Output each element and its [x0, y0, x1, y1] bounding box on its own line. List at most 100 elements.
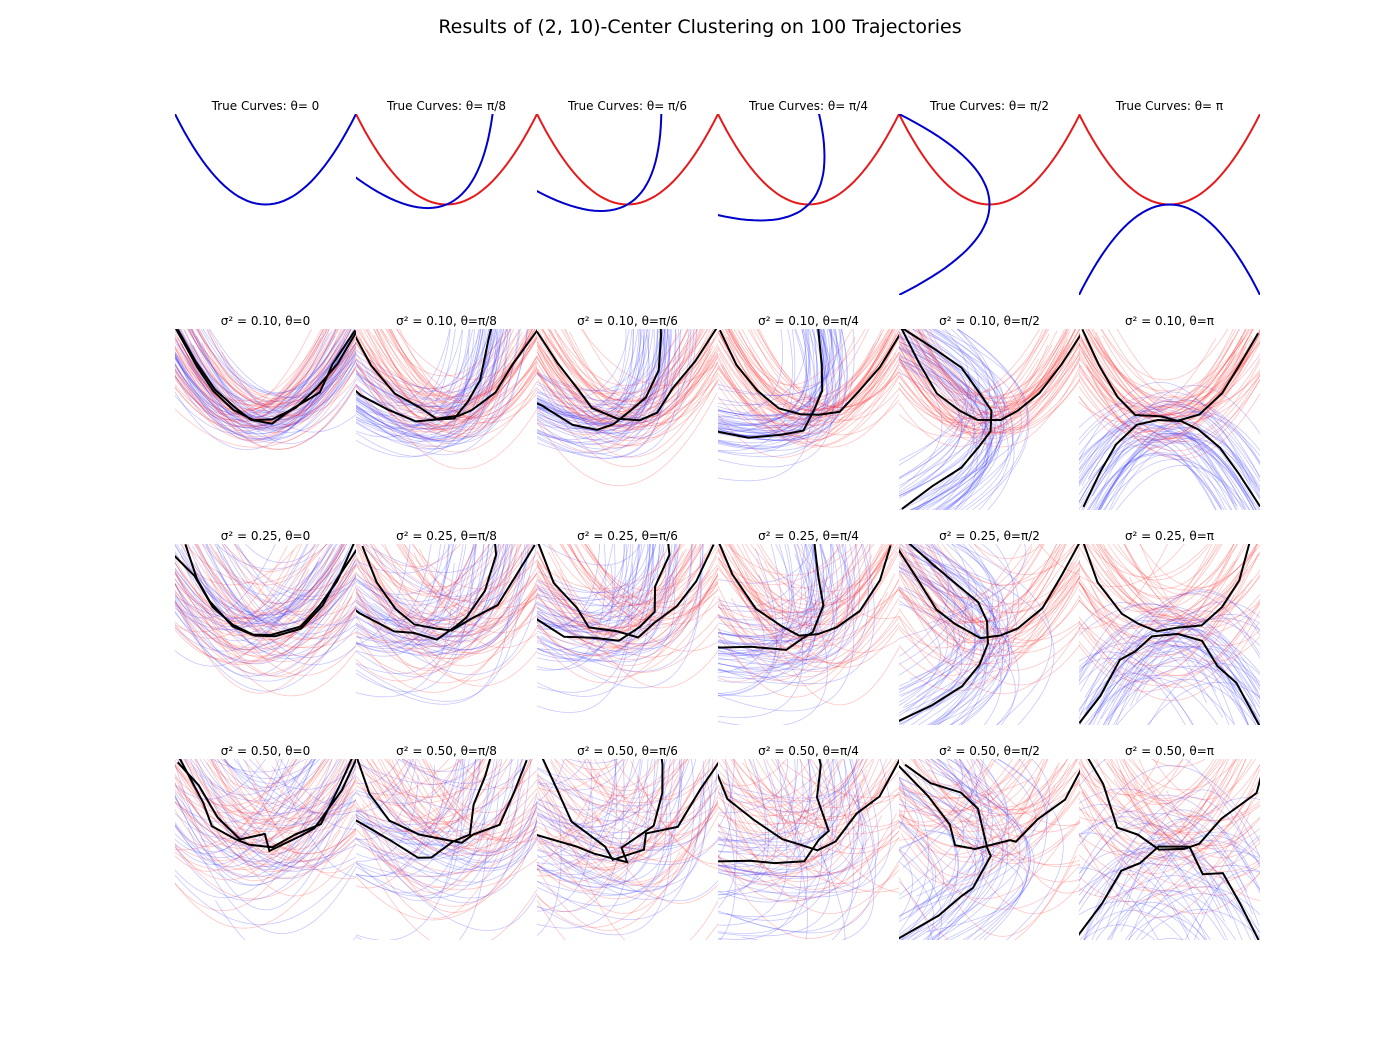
trajectory-red: [356, 759, 484, 833]
trajectory-blue: [899, 346, 990, 510]
trajectory-blue: [537, 335, 645, 454]
trajectory-red: [718, 780, 887, 866]
trajectory-red: [741, 329, 899, 412]
trajectory-blue: [1079, 603, 1237, 654]
trajectory-blue: [537, 759, 681, 895]
trajectory-red: [1081, 791, 1260, 860]
trajectory-blue: [356, 329, 502, 442]
trajectory-blue: [927, 769, 1031, 940]
trajectory-red: [727, 348, 899, 447]
trajectory-blue: [933, 329, 1002, 510]
trajectory-blue: [899, 544, 967, 694]
trajectory-blue: [537, 544, 657, 600]
trajectory-blue: [718, 789, 865, 878]
center-curve: [537, 544, 671, 642]
trajectory-red: [175, 338, 322, 421]
trajectory-blue: [175, 544, 343, 625]
trajectory-blue: [537, 544, 673, 642]
subplot-panel: [718, 759, 899, 940]
trajectory-blue: [175, 598, 337, 665]
trajectory-blue: [537, 544, 649, 633]
trajectory-blue: [899, 595, 963, 725]
trajectory-blue: [356, 329, 470, 428]
trajectory-blue: [190, 329, 356, 427]
trajectory-blue: [537, 794, 667, 907]
trajectory-blue: [1148, 865, 1260, 915]
panel-title: σ² = 0.25, θ=0: [220, 529, 311, 543]
trajectory-red: [736, 329, 899, 409]
trajectory-red: [559, 613, 718, 673]
trajectory-red: [388, 329, 537, 424]
trajectory-red: [899, 759, 1046, 878]
trajectory-red: [1095, 337, 1260, 425]
trajectory-blue: [356, 562, 455, 643]
trajectory-blue: [356, 607, 510, 705]
trajectory-blue: [1097, 427, 1260, 510]
trajectory-blue: [537, 544, 634, 660]
trajectory-red: [424, 759, 537, 842]
trajectory-red: [175, 404, 341, 448]
trajectory-blue: [537, 544, 627, 662]
trajectory-red: [728, 544, 891, 639]
trajectory-blue: [1090, 432, 1260, 510]
trajectory-red: [356, 341, 527, 426]
trajectory-blue: [1100, 646, 1260, 720]
trajectory-blue: [356, 329, 475, 443]
trajectory-blue: [356, 329, 490, 408]
center-curve: [1079, 632, 1260, 725]
trajectory-red: [544, 799, 718, 886]
trajectory-blue: [537, 329, 698, 439]
trajectory-red: [398, 610, 537, 687]
trajectory-red: [356, 764, 459, 889]
trajectory-blue: [356, 838, 489, 940]
trajectory-red: [764, 561, 899, 653]
trajectory-blue: [537, 759, 634, 825]
trajectory-blue: [537, 760, 704, 892]
trajectory-blue: [175, 329, 330, 433]
trajectory-blue: [718, 329, 810, 426]
trajectory-red: [175, 549, 294, 639]
trajectory-red: [718, 330, 899, 411]
trajectory-red: [356, 759, 484, 823]
trajectory-blue: [271, 765, 356, 830]
trajectory-red: [1092, 544, 1238, 598]
trajectory-blue: [537, 334, 670, 459]
trajectory-red: [545, 782, 718, 883]
trajectory-blue: [537, 329, 667, 424]
trajectory-blue: [923, 329, 997, 510]
trajectory-blue: [899, 567, 960, 724]
trajectory-blue: [356, 329, 456, 438]
trajectory-blue: [175, 544, 276, 619]
trajectory-blue: [718, 769, 738, 909]
trajectory-blue: [718, 544, 826, 645]
trajectory-red: [899, 759, 998, 786]
trajectory-blue: [899, 333, 975, 510]
trajectory-red: [1079, 567, 1244, 642]
trajectory-blue: [899, 776, 906, 830]
trajectory-red: [899, 803, 1040, 886]
trajectory-red: [729, 544, 895, 626]
panel-title: σ² = 0.50, θ=π: [1124, 744, 1215, 758]
trajectory-blue: [537, 544, 643, 619]
trajectory-red: [937, 572, 1080, 641]
center-curve: [899, 544, 989, 722]
trajectory-blue: [718, 759, 812, 843]
trajectory-red: [175, 329, 324, 411]
trajectory-red: [373, 334, 537, 420]
trajectory-red: [718, 773, 858, 858]
trajectory-red: [378, 585, 537, 682]
trajectory-blue: [899, 555, 976, 725]
trajectory-blue: [718, 329, 834, 427]
trajectory-red: [718, 544, 884, 638]
trajectory-red: [718, 353, 899, 441]
trajectory-red: [718, 759, 830, 800]
trajectory-blue: [718, 544, 849, 684]
trajectory-blue: [356, 759, 477, 845]
trajectory-blue: [959, 759, 1048, 899]
trajectory-red: [1131, 772, 1260, 879]
trajectory-red: [718, 329, 870, 419]
trajectory-blue: [537, 329, 673, 410]
trajectory-blue: [215, 900, 356, 940]
trajectory-blue: [718, 329, 830, 434]
trajectory-red: [1081, 329, 1260, 425]
